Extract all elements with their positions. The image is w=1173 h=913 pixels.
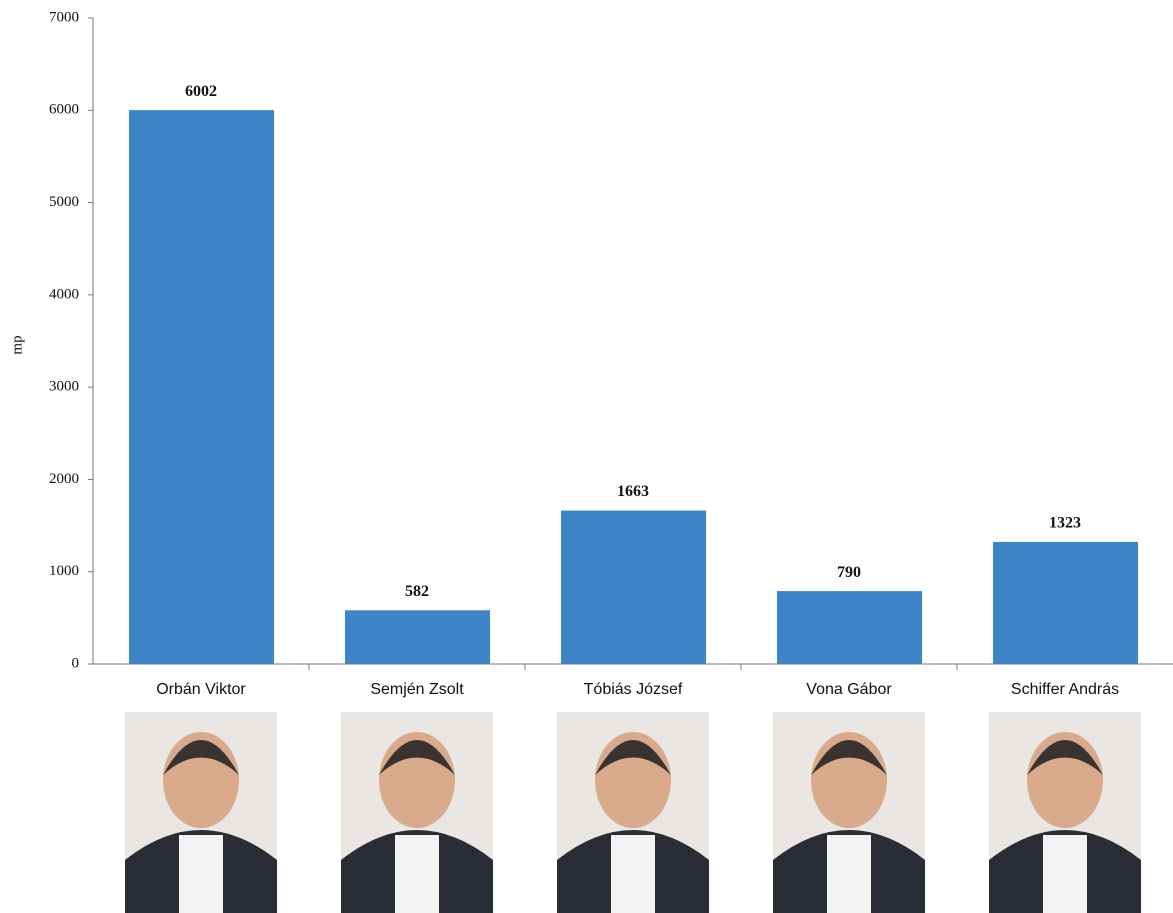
y-tick-label: 1000 — [49, 563, 79, 579]
value-label: 790 — [837, 564, 861, 581]
portrait-shirt — [395, 835, 439, 913]
portrait-hair — [163, 740, 239, 775]
y-tick-label: 5000 — [49, 194, 79, 210]
y-axis-label: mp — [9, 335, 25, 354]
y-tick-label: 3000 — [49, 379, 79, 395]
portrait-shirt — [611, 835, 655, 913]
y-tick-label: 6000 — [49, 102, 79, 118]
y-tick-label: 4000 — [49, 286, 79, 302]
portrait-hair — [595, 740, 671, 775]
bar — [993, 541, 1138, 664]
portrait-shirt — [1043, 835, 1087, 913]
portrait-shirt — [179, 835, 223, 913]
x-tick-label: Tóbiás József — [584, 681, 683, 698]
y-tick-label: 2000 — [49, 471, 79, 487]
bar — [129, 110, 274, 665]
bar — [561, 510, 706, 664]
portrait-shirt — [827, 835, 871, 913]
x-tick-label: Vona Gábor — [806, 681, 892, 698]
value-label: 1663 — [617, 483, 649, 500]
portrait-hair — [1027, 740, 1103, 775]
value-label: 582 — [405, 583, 429, 600]
bar — [345, 610, 490, 664]
x-tick-label: Semjén Zsolt — [370, 681, 464, 698]
y-tick-label: 0 — [72, 655, 80, 671]
x-tick-label: Orbán Viktor — [156, 681, 246, 698]
portrait-hair — [811, 740, 887, 775]
portrait-hair — [379, 740, 455, 775]
value-label: 1323 — [1049, 515, 1081, 532]
y-tick-label: 7000 — [49, 9, 79, 25]
value-label: 6002 — [185, 83, 217, 100]
x-tick-label: Schiffer András — [1011, 681, 1119, 698]
bar — [777, 591, 922, 664]
